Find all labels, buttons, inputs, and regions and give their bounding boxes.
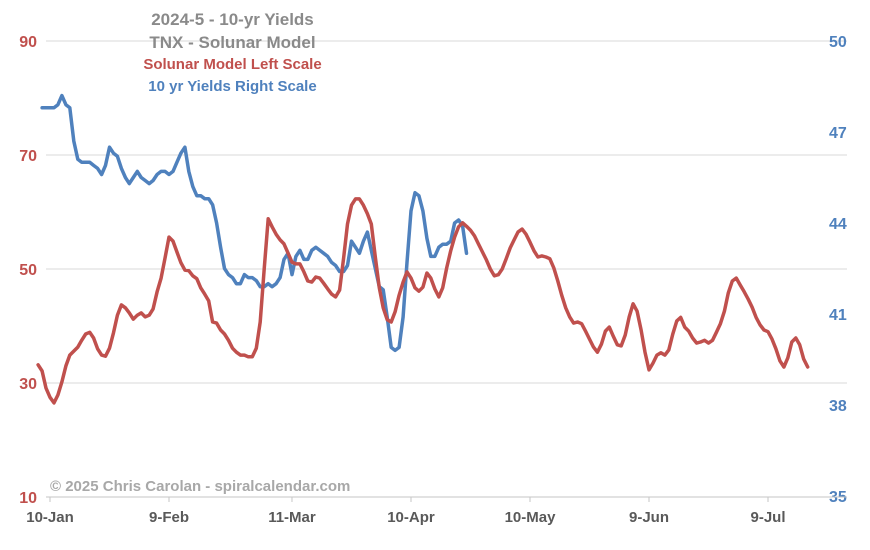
x-axis-tick-label: 9-Feb bbox=[149, 509, 189, 526]
left-axis-tick-label: 50 bbox=[19, 262, 37, 279]
x-axis-tick-label: 10-May bbox=[505, 509, 557, 526]
left-axis-tick-label: 90 bbox=[19, 34, 37, 51]
right-axis-tick-label: 41 bbox=[829, 307, 847, 324]
right-axis-tick-label: 44 bbox=[829, 216, 847, 233]
left-axis-tick-label: 70 bbox=[19, 148, 37, 165]
copyright-text: © 2025 Chris Carolan - spiralcalendar.co… bbox=[50, 478, 351, 495]
x-axis-tick-label: 9-Jul bbox=[751, 509, 786, 526]
series-line-solunar bbox=[36, 197, 810, 405]
left-axis-tick-label: 30 bbox=[19, 376, 37, 393]
right-axis-tick-label: 50 bbox=[829, 34, 847, 51]
right-axis-tick-label: 38 bbox=[829, 398, 847, 415]
right-axis-tick-label: 47 bbox=[829, 125, 847, 142]
x-axis-tick-label: 11-Mar bbox=[268, 509, 316, 526]
left-axis-tick-label: 10 bbox=[19, 490, 37, 507]
series-line-yields bbox=[40, 93, 469, 353]
x-axis-tick-label: 9-Jun bbox=[629, 509, 669, 526]
x-axis-tick-label: 10-Jan bbox=[26, 509, 74, 526]
x-axis-tick-label: 10-Apr bbox=[387, 509, 435, 526]
